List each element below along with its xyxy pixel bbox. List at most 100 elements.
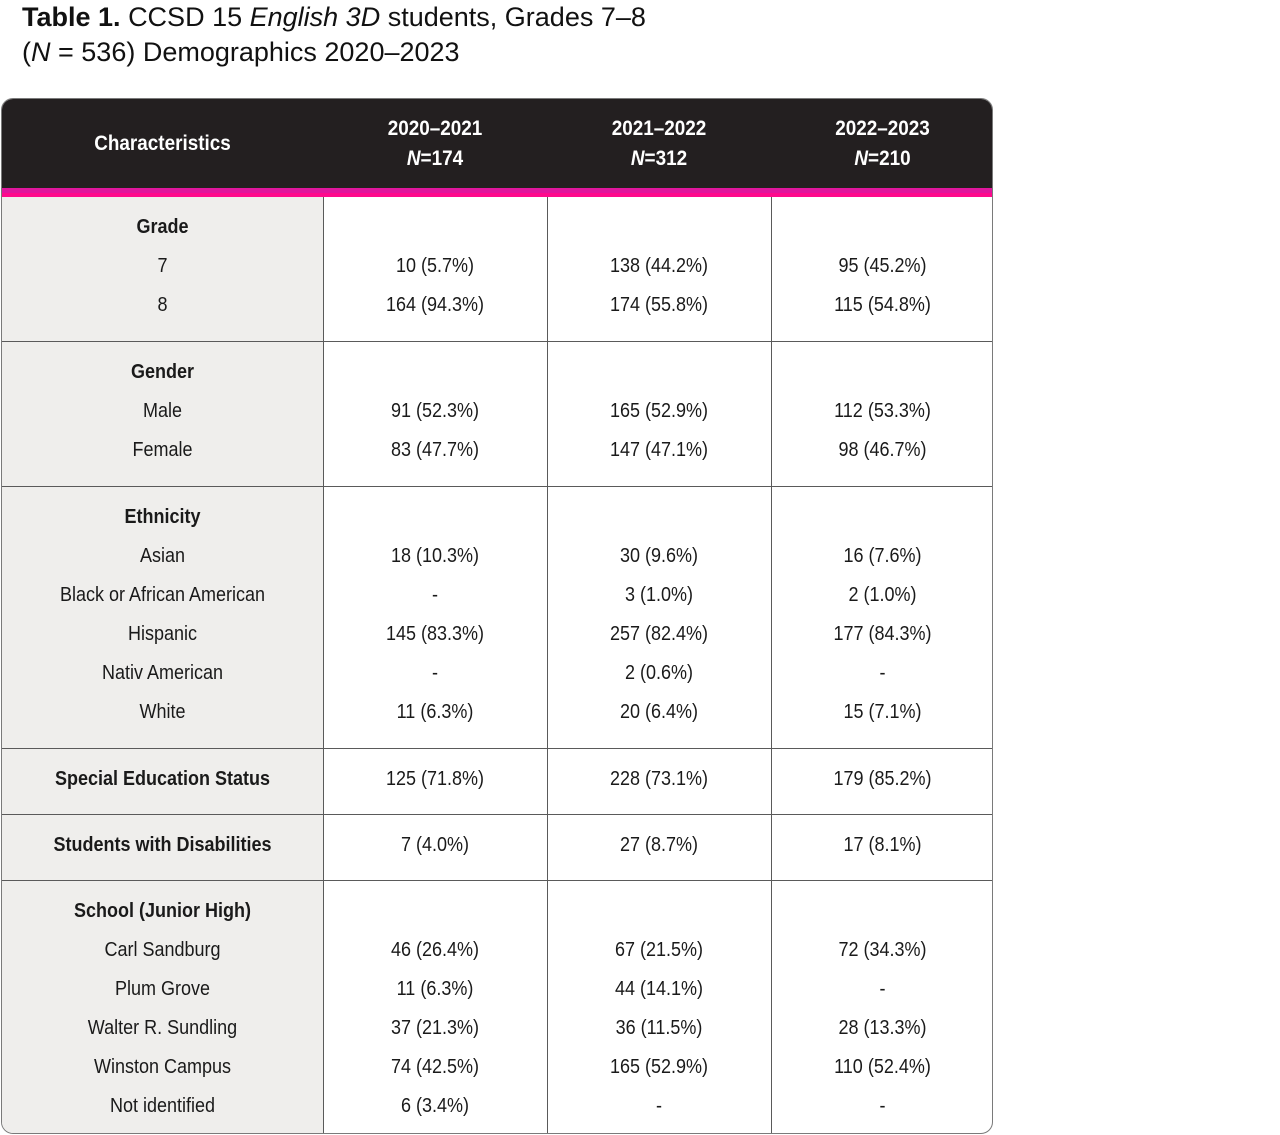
row-label: Black or African American (59, 584, 266, 606)
section-heading: Special Education Status (54, 768, 271, 790)
row-label: Hispanic (127, 623, 198, 645)
row-label: Winston Campus (93, 1056, 232, 1078)
table-cell-value: 257 (82.4%) (609, 623, 709, 645)
header-year-1: 2020–2021 N=174 (334, 99, 536, 188)
table-cell-value: 30 (9.6%) (619, 545, 699, 567)
header-characteristics: Characteristics (94, 131, 231, 155)
table-cell-value: 44 (14.1%) (614, 978, 704, 1000)
table-cell-value: 228 (73.1%) (609, 768, 709, 790)
header-sample-size: N=174 (407, 144, 463, 174)
row-label: 8 (157, 294, 168, 316)
table-cell-value: 165 (52.9%) (609, 1056, 709, 1078)
table-cell-value: 138 (44.2%) (609, 255, 709, 277)
table-cell-value: 20 (6.4%) (619, 701, 699, 723)
caption-line-1: Table 1. CCSD 15 English 3D students, Gr… (22, 0, 1002, 35)
header-year-2: 2021–2022 N=312 (558, 99, 760, 188)
table-cell-value: 145 (83.3%) (385, 623, 485, 645)
table-cell-value: 112 (53.3%) (834, 400, 931, 422)
header-n-symbol: N (406, 146, 421, 170)
table-cell-value: 11 (6.3%) (396, 701, 474, 723)
table-cell-value: 36 (11.5%) (615, 1017, 703, 1039)
table-cell-value: - (431, 584, 438, 606)
caption-paren: ( (22, 37, 31, 67)
table-cell-value: 179 (85.2%) (833, 768, 932, 790)
table-cell-value: 2 (1.0%) (848, 584, 917, 606)
table-cell-value: 18 (10.3%) (390, 545, 480, 567)
header-sample-size: N=210 (854, 144, 910, 174)
header-year-label: 2021–2022 (611, 116, 707, 140)
table-cell-value: 164 (94.3%) (385, 294, 485, 316)
table-cell-value: 28 (13.3%) (838, 1017, 927, 1039)
row-label: Walter R. Sundling (87, 1017, 238, 1039)
table-cell-value: - (879, 662, 886, 684)
section-heading: Students with Disabilities (53, 834, 272, 856)
section-divider (2, 880, 992, 881)
column-divider (771, 197, 772, 1133)
header-n-value: =210 (868, 146, 911, 170)
table-cell-value: 147 (47.1%) (609, 439, 709, 461)
characteristics-column-background (2, 197, 323, 1133)
table-header (2, 99, 992, 188)
table-cell-value: 115 (54.8%) (834, 294, 931, 316)
header-year-label: 2022–2023 (835, 116, 930, 140)
table-cell-value: 83 (47.7%) (390, 439, 480, 461)
caption-n-symbol: N (31, 37, 51, 67)
table-cell-value: 125 (71.8%) (385, 768, 485, 790)
table-cell-value: 110 (52.4%) (834, 1056, 931, 1078)
table-cell-value: 67 (21.5%) (614, 939, 704, 961)
table-cell-value: 2 (0.6%) (624, 662, 694, 684)
table-cell-value: 74 (42.5%) (390, 1056, 480, 1078)
table-cell-value: 16 (7.6%) (843, 545, 922, 567)
row-label: Male (142, 400, 183, 422)
table-cell-value: - (655, 1095, 662, 1117)
table-cell-value: 174 (55.8%) (609, 294, 709, 316)
section-heading: Grade (136, 216, 189, 238)
section-heading: Gender (130, 361, 195, 383)
table-cell-value: 177 (84.3%) (833, 623, 932, 645)
table-cell-value: 7 (4.0%) (400, 834, 470, 856)
row-label: Plum Grove (114, 978, 211, 1000)
table-cell-value: 95 (45.2%) (838, 255, 927, 277)
header-year-3: 2022–2023 N=210 (782, 99, 983, 188)
table-cell-value: 11 (6.3%) (396, 978, 474, 1000)
row-label: Carl Sandburg (104, 939, 221, 961)
row-label: Nativ American (101, 662, 224, 684)
table-cell-value: 6 (3.4%) (400, 1095, 470, 1117)
table-cell-value: - (879, 1095, 886, 1117)
section-divider (2, 486, 992, 487)
section-divider (2, 748, 992, 749)
header-accent-bar (2, 188, 992, 197)
table-cell-value: 46 (26.4%) (390, 939, 480, 961)
demographics-table: Characteristics 2020–2021 N=174 2021–2022 N=… (1, 98, 993, 1134)
table-cell-value: - (431, 662, 438, 684)
section-heading: Ethnicity (124, 506, 201, 528)
row-label: Asian (139, 545, 186, 567)
header-n-symbol: N (630, 146, 645, 170)
row-label: Not identified (109, 1095, 216, 1117)
caption-table-number: Table 1. (22, 2, 121, 32)
table-cell-value: 91 (52.3%) (390, 400, 480, 422)
row-label: Female (132, 439, 193, 461)
header-year-label: 2020–2021 (387, 116, 483, 140)
caption-text-a: CCSD 15 (128, 2, 243, 32)
table-cell-value: 165 (52.9%) (609, 400, 709, 422)
table-cell-value: 10 (5.7%) (395, 255, 475, 277)
row-label: 7 (157, 255, 168, 277)
column-divider (547, 197, 548, 1133)
table-cell-value: 98 (46.7%) (838, 439, 927, 461)
caption-line-2-rest: = 536) Demographics 2020–2023 (58, 37, 460, 67)
table-cell-value: 37 (21.3%) (390, 1017, 480, 1039)
section-divider (2, 814, 992, 815)
table-cell-value: - (879, 978, 886, 1000)
header-n-symbol: N (854, 146, 869, 170)
header-sample-size: N=312 (631, 144, 687, 174)
caption-program-name: English 3D (249, 2, 381, 32)
column-divider (323, 197, 324, 1133)
table-cell-value: 72 (34.3%) (838, 939, 927, 961)
table-cell-value: 17 (8.1%) (843, 834, 922, 856)
row-label: White (139, 701, 186, 723)
caption-line-2: (N = 536) Demographics 2020–2023 (22, 35, 1002, 70)
table-cell-value: 3 (1.0%) (624, 584, 694, 606)
section-heading: School (Junior High) (74, 900, 251, 922)
table-caption: Table 1. CCSD 15 English 3D students, Gr… (22, 0, 1002, 70)
